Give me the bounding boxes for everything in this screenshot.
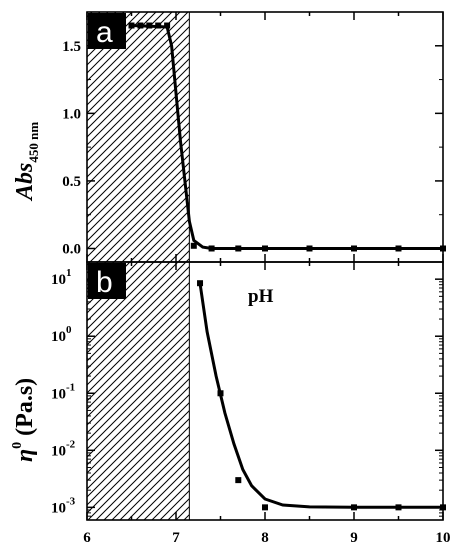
data-point (217, 390, 224, 397)
y-tick-label: 100 (51, 324, 72, 345)
data-point (155, 22, 162, 29)
panel-b-ticks: 10-3 10-2 10-1 100 101 6 7 8 9 10 (51, 262, 451, 546)
y-tick-label: 10-3 (51, 495, 76, 516)
data-point (306, 245, 313, 252)
data-point (262, 504, 268, 511)
y-tick-label: 1.5 (62, 39, 81, 55)
data-point (440, 504, 446, 511)
panel-a-ticks: 0.0 0.5 1.0 1.5 (62, 12, 444, 262)
x-tick-label: 7 (172, 530, 180, 546)
x-tick-label: 9 (350, 530, 358, 546)
panel-b-label-box (88, 263, 126, 299)
panel-b-shaded-region (87, 262, 190, 520)
panel-b-ylabel: η0(Pa.s) (10, 378, 38, 462)
panel-a-fit-line (131, 24, 443, 250)
panel-a-ylabel: Abs450 nm (12, 122, 41, 202)
y-tick-label: 1.0 (62, 106, 81, 122)
y-tick-label: 0.5 (62, 174, 81, 190)
panel-b: 10-3 10-2 10-1 100 101 6 7 8 9 10 b pH η0(Pa.s) (10, 261, 451, 546)
data-point (235, 245, 242, 252)
data-point (137, 22, 144, 29)
y-tick-label: 10-1 (51, 381, 75, 402)
panel-b-fit-line (198, 282, 443, 509)
data-point (164, 22, 171, 29)
x-tick-label: 6 (83, 530, 91, 546)
x-tick-label: 8 (261, 530, 269, 546)
y-tick-label: 10-2 (51, 438, 76, 459)
data-point (128, 22, 135, 29)
data-point (395, 504, 402, 511)
y-tick-label: 0.0 (62, 241, 81, 257)
panel-a-letter: a (96, 16, 113, 49)
panel-a: 0.0 0.5 1.0 1.5 a Abs450 nm (12, 11, 446, 263)
panel-a-label-box (88, 13, 126, 49)
panel-b-xlabel: pH (248, 286, 274, 307)
data-point (197, 280, 204, 287)
data-point (235, 477, 242, 484)
panel-b-markers (197, 280, 446, 511)
data-point (440, 245, 446, 252)
x-tick-label: 10 (436, 530, 451, 546)
data-point (208, 245, 215, 252)
data-point (351, 504, 357, 511)
data-point (262, 245, 268, 252)
panel-b-letter: b (96, 266, 113, 299)
data-point (190, 242, 197, 249)
y-tick-label: 101 (51, 267, 72, 288)
data-point (351, 245, 357, 252)
data-point (395, 245, 402, 252)
data-point (146, 22, 153, 29)
panel-a-markers (128, 22, 446, 252)
panel-a-shaded-region (87, 12, 190, 262)
